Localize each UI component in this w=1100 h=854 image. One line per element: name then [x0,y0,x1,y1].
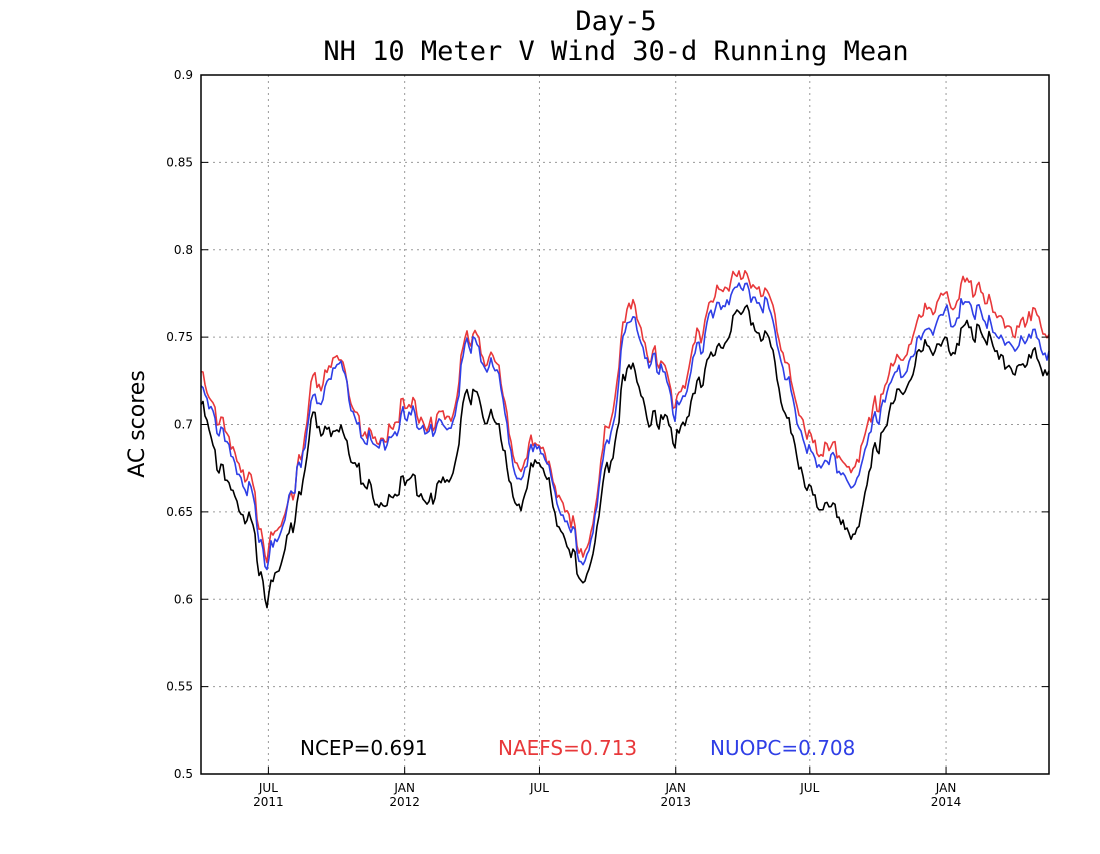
x-tick-month: JAN [935,781,957,795]
x-tick-year: 2011 [253,795,284,809]
series-line-nuopc [200,282,1050,571]
x-tick-month: JUL [799,781,819,795]
x-tick-month: JAN [393,781,415,795]
legend-entry-ncep: NCEP=0.691 [300,736,428,760]
y-tick-label: 0.5 [174,767,193,781]
y-tick-label: 0.85 [166,155,193,169]
series-lines [200,269,1050,609]
x-tick-month: JUL [258,781,278,795]
grid-lines [201,75,1049,774]
series-line-ncep [200,304,1050,609]
y-tick-label: 0.9 [174,68,193,82]
series-line-naefs [200,269,1050,564]
y-axis-label: AC scores [125,370,150,478]
x-tick-year: 2013 [660,795,691,809]
chart-title: Day-5 [575,6,656,37]
y-tick-label: 0.8 [174,243,193,257]
y-tick-label: 0.65 [166,505,193,519]
y-tick-label: 0.6 [174,592,193,606]
legend-entry-nuopc: NUOPC=0.708 [710,736,855,760]
x-tick-year: 2012 [389,795,420,809]
y-tick-label: 0.7 [174,418,193,432]
x-tick-month: JUL [529,781,549,795]
chart-subtitle: NH 10 Meter V Wind 30-d Running Mean [323,36,908,67]
x-tick-month: JAN [664,781,686,795]
y-tick-label: 0.75 [166,330,193,344]
legend: NCEP=0.691 NAEFS=0.713 NUOPC=0.708 [300,736,855,760]
x-tick-year: 2014 [931,795,962,809]
y-tick-label: 0.55 [166,680,193,694]
legend-entry-naefs: NAEFS=0.713 [498,736,637,760]
axes: 0.50.550.60.650.70.750.80.850.9JUL2011JA… [166,68,1049,809]
